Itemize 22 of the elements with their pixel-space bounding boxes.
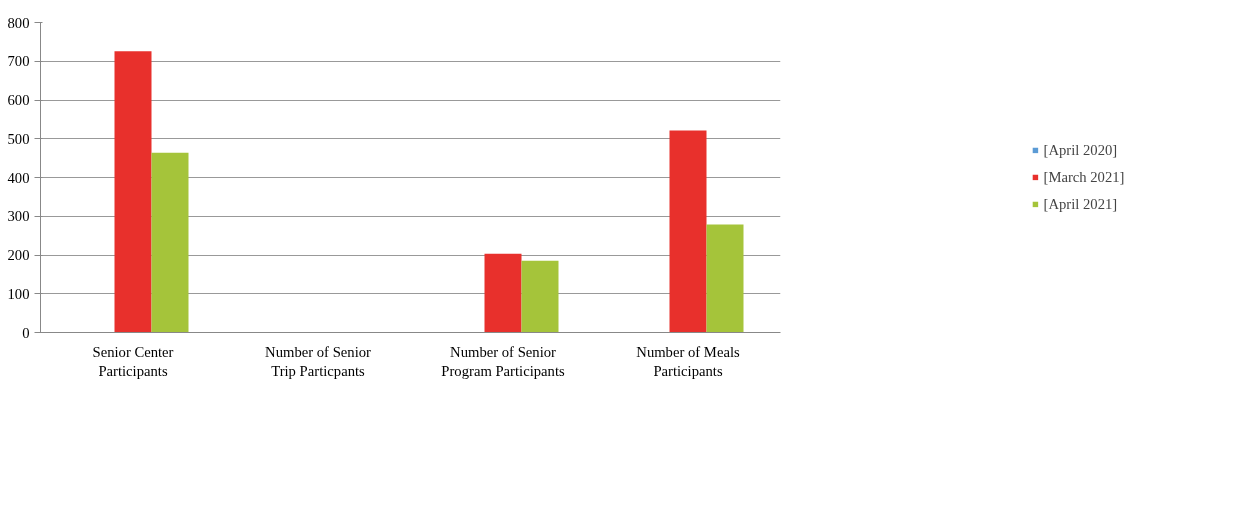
x-tick-label: Number of Senior Program Participants [441, 343, 565, 379]
y-tick-label: 400 [7, 169, 30, 186]
y-tick-label: 600 [7, 92, 30, 108]
bar [521, 260, 559, 333]
legend-label: [April 2021] [1043, 195, 1118, 213]
y-tick-label: 700 [7, 53, 30, 70]
y-tick-label: 300 [7, 208, 30, 225]
bar [484, 253, 522, 333]
y-tick-label: 500 [7, 130, 30, 147]
x-tick-label: Number of Senior Trip Particpants [265, 343, 372, 379]
bar [669, 130, 707, 333]
x-tick-label: Senior Center Participants [92, 343, 174, 379]
legend-label: [April 2020] [1043, 141, 1118, 159]
bar [151, 152, 189, 333]
bar [706, 224, 744, 333]
y-tick-label: 800 [7, 14, 30, 31]
y-tick-label: 0 [22, 324, 30, 341]
y-tick-label: 200 [7, 247, 30, 263]
y-tick-label: 100 [7, 285, 30, 302]
legend-label: [March 2021] [1043, 168, 1125, 186]
x-tick-label: Number of Meals Participants [636, 343, 740, 379]
bar [114, 51, 152, 333]
